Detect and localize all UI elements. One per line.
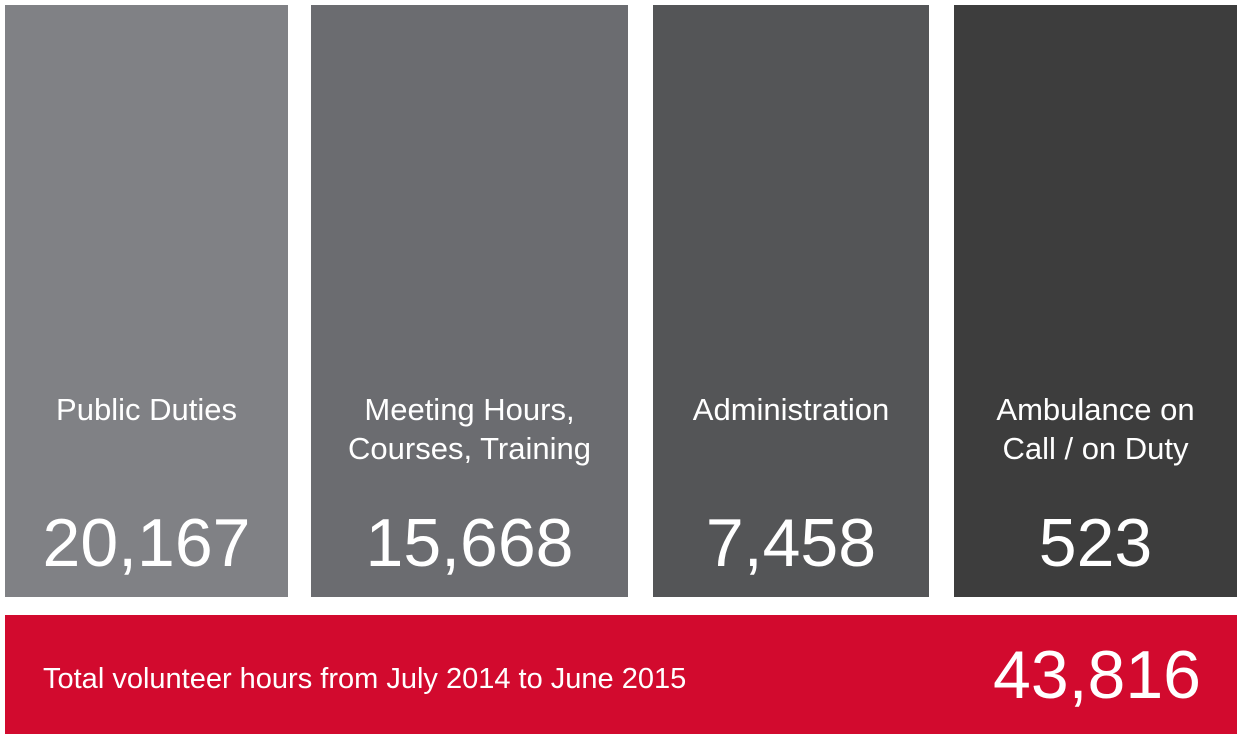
panel-value: 20,167: [42, 505, 251, 581]
label-line: Administration: [692, 392, 890, 427]
label-line: Call / on Duty: [1002, 431, 1189, 466]
panel-value: 7,458: [705, 505, 877, 581]
panel: Administration 7,458: [653, 5, 929, 597]
panel: Ambulance on Call / on Duty 523: [954, 5, 1237, 597]
panel-label: Public Duties: [5, 390, 288, 429]
panel-label: Meeting Hours, Courses, Training: [311, 390, 628, 468]
panel-value: 15,668: [365, 505, 574, 581]
panel-value: 523: [1038, 505, 1153, 581]
total-bar: Total volunteer hours from July 2014 to …: [5, 615, 1237, 734]
panel-label: Administration: [653, 390, 929, 429]
label-line: Ambulance on: [996, 392, 1195, 427]
label-line: Courses, Training: [348, 431, 591, 466]
panel-label: Ambulance on Call / on Duty: [954, 390, 1237, 468]
label-line: Public Duties: [56, 392, 237, 427]
label-line: Meeting Hours,: [364, 392, 575, 427]
total-label: Total volunteer hours from July 2014 to …: [43, 663, 687, 695]
panel: Meeting Hours, Courses, Training 15,668: [311, 5, 628, 597]
panel: Public Duties 20,167: [5, 5, 288, 597]
total-value: 43,816: [993, 637, 1201, 713]
